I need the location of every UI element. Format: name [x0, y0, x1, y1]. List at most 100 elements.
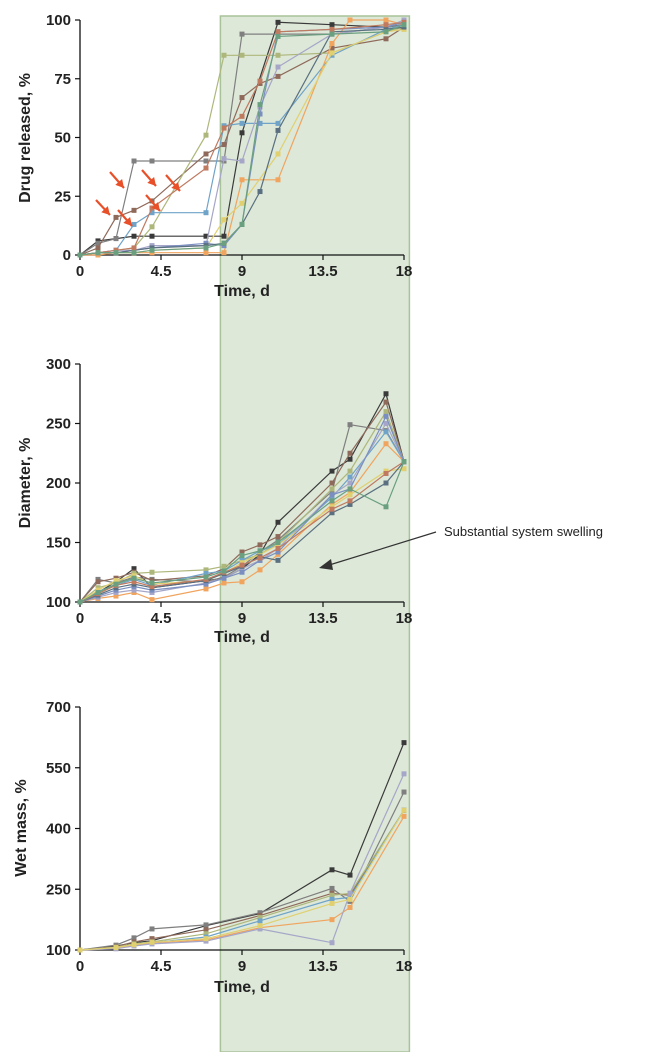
y-tick-label: 50	[54, 130, 71, 147]
data-point-marker	[131, 575, 137, 581]
y-tick-label: 300	[46, 356, 71, 373]
data-point-marker	[149, 939, 155, 945]
data-point-marker	[203, 233, 209, 239]
data-point-marker	[149, 569, 155, 575]
data-point-marker	[257, 915, 263, 921]
y-tick-label: 200	[46, 475, 71, 492]
data-point-marker	[275, 64, 281, 70]
y-axis-label: Diameter, %	[17, 438, 34, 529]
series-line	[79, 461, 405, 603]
data-point-marker	[329, 510, 335, 516]
data-point-marker	[113, 214, 119, 220]
data-point-marker	[77, 599, 83, 605]
x-axis-label: Time, d	[214, 979, 270, 996]
data-point-marker	[203, 250, 209, 256]
data-point-marker	[383, 36, 389, 42]
red-arrowhead	[147, 177, 156, 186]
data-point-marker	[257, 120, 263, 126]
data-point-marker	[257, 542, 263, 548]
data-point-marker	[329, 50, 335, 56]
x-tick-label: 0	[76, 610, 84, 627]
data-point-marker	[239, 31, 245, 37]
data-point-marker	[221, 568, 227, 574]
data-point-marker	[401, 807, 407, 813]
data-point-marker	[401, 740, 407, 746]
series-line	[79, 461, 405, 603]
data-point-marker	[401, 459, 407, 465]
data-point-marker	[257, 111, 263, 117]
data-point-marker	[347, 904, 353, 910]
red-arrowhead	[123, 217, 132, 226]
diameter-chart: Diameter, % Time, d 100 150 200 250 300 0 4.5 9…	[17, 356, 412, 646]
x-tick-label: 18	[396, 610, 413, 627]
data-point-marker	[149, 247, 155, 253]
swelling-annotation: Substantial system swelling	[319, 524, 603, 570]
shaded-region-rect	[219, 15, 411, 1052]
data-point-marker	[329, 940, 335, 946]
data-point-marker	[257, 918, 263, 924]
data-point-marker	[221, 575, 227, 581]
data-point-marker	[275, 151, 281, 157]
data-point-marker	[203, 936, 209, 942]
data-point-marker	[329, 31, 335, 37]
data-point-marker	[203, 567, 209, 573]
data-point-marker	[383, 391, 389, 397]
data-point-marker	[383, 413, 389, 419]
series-line	[79, 414, 405, 603]
series-line	[79, 468, 405, 603]
data-point-marker	[221, 580, 227, 586]
data-point-marker	[383, 29, 389, 35]
data-point-marker	[221, 250, 227, 256]
data-point-marker	[131, 158, 137, 164]
data-point-marker	[401, 771, 407, 777]
data-point-marker	[221, 142, 227, 148]
annotation-arrow	[325, 531, 437, 567]
y-tick-label: 75	[54, 71, 71, 88]
x-tick-label: 4.5	[151, 610, 172, 627]
x-tick-label: 18	[396, 263, 413, 280]
red-arrowhead	[151, 202, 160, 211]
data-point-marker	[221, 240, 227, 246]
data-point-marker	[257, 910, 263, 916]
x-tick-label: 13.5	[308, 610, 337, 627]
y-tick-label: 550	[46, 760, 71, 777]
y-tick-label: 400	[46, 821, 71, 838]
series-line	[79, 422, 405, 603]
data-point-marker	[95, 245, 101, 251]
data-point-marker	[203, 245, 209, 251]
data-point-marker	[275, 29, 281, 35]
data-point-marker	[329, 468, 335, 474]
series-line	[79, 400, 405, 603]
data-point-marker	[347, 468, 353, 474]
data-point-marker	[239, 579, 245, 585]
data-point-marker	[239, 130, 245, 136]
data-point-marker	[329, 45, 335, 51]
y-tick-label: 150	[46, 535, 71, 552]
data-point-marker	[383, 429, 389, 435]
x-tick-label: 13.5	[308, 263, 337, 280]
data-point-marker	[113, 945, 119, 951]
data-point-marker	[347, 872, 353, 878]
data-point-marker	[347, 422, 353, 428]
series-line	[79, 442, 405, 603]
x-tick-label: 4.5	[151, 958, 172, 975]
data-point-marker	[329, 885, 335, 891]
data-point-marker	[77, 252, 83, 258]
y-tick-label: 250	[46, 416, 71, 433]
data-point-marker	[239, 113, 245, 119]
data-point-marker	[275, 519, 281, 525]
data-point-marker	[149, 584, 155, 590]
data-point-marker	[275, 73, 281, 79]
x-tick-label: 4.5	[151, 263, 172, 280]
x-tick-label: 18	[396, 958, 413, 975]
data-point-marker	[131, 233, 137, 239]
red-arrowhead	[101, 206, 110, 215]
y-tick-label: 250	[46, 881, 71, 898]
data-point-marker	[329, 486, 335, 492]
data-point-marker	[113, 578, 119, 584]
data-point-marker	[383, 399, 389, 405]
data-point-marker	[347, 456, 353, 462]
data-point-marker	[275, 534, 281, 540]
data-point-marker	[131, 221, 137, 227]
data-point-marker	[239, 158, 245, 164]
